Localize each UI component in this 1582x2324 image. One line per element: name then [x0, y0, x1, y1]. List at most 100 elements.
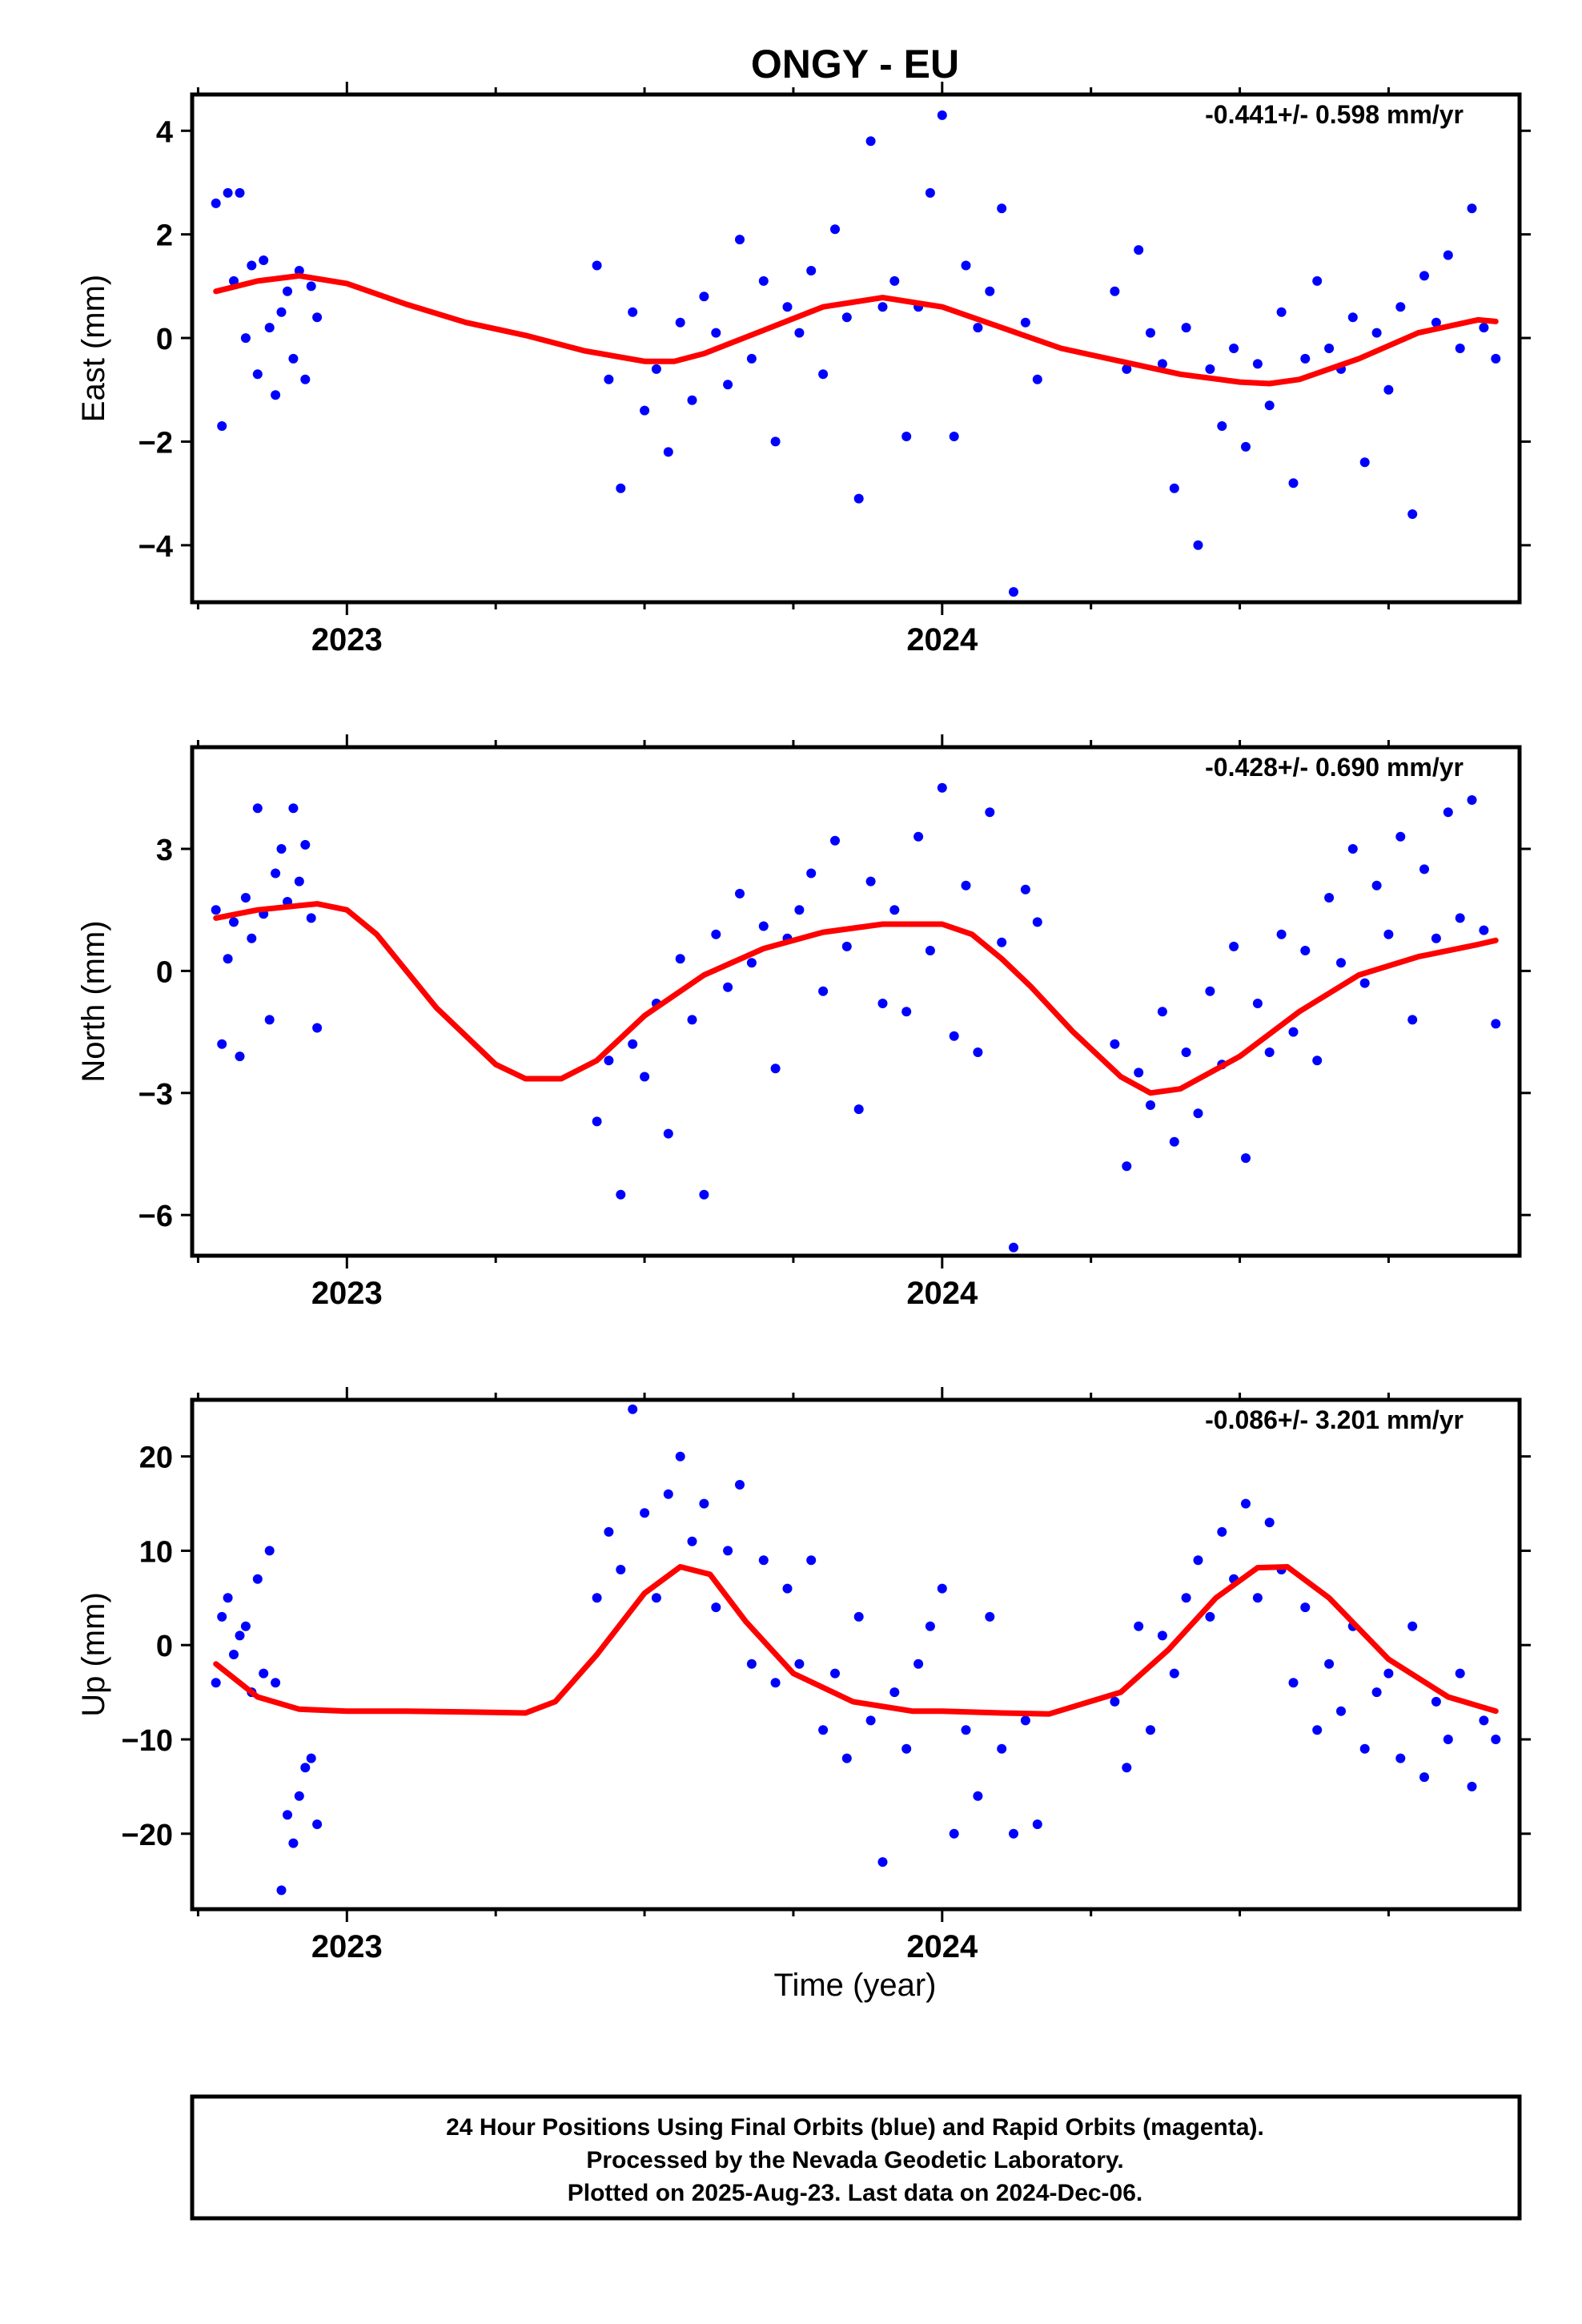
north-data-point [229, 917, 239, 927]
north-data-point [1419, 864, 1429, 875]
caption-line-3: Plotted on 2025-Aug-23. Last data on 202… [568, 2180, 1143, 2206]
east-y-tick-label: 2 [156, 219, 173, 253]
north-data-point [1312, 1055, 1323, 1066]
up-data-point [1193, 1555, 1203, 1566]
north-data-point [853, 1104, 864, 1115]
up-data-point [663, 1489, 673, 1499]
east-model-curve [213, 272, 1499, 387]
east-data-point [288, 353, 299, 364]
east-data-point [616, 483, 626, 493]
up-data-point [283, 1810, 292, 1820]
up-data-point [937, 1583, 947, 1594]
north-data-point [1169, 1136, 1179, 1147]
east-data-point [264, 323, 275, 333]
east-data-point [294, 266, 304, 275]
x-axis-label: Time (year) [774, 1968, 937, 2003]
north-data-point [300, 839, 311, 850]
up-data-point [300, 1763, 311, 1773]
up-rate-label: -0.086+/- 3.201 mm/yr [1205, 1405, 1464, 1434]
north-data-point [913, 831, 924, 842]
east-data-point [217, 421, 227, 431]
east-data-point [1205, 364, 1215, 374]
up-data-point [746, 1659, 757, 1669]
east-data-point [604, 374, 614, 384]
east-data-point [259, 255, 269, 265]
east-data-point [1181, 323, 1191, 333]
north-data-point [663, 1128, 673, 1139]
up-data-point [877, 1857, 888, 1868]
up-x-tick-label: 2023 [311, 1929, 383, 1964]
up-y-tick-label: −10 [122, 1724, 173, 1758]
east-data-point [806, 266, 817, 275]
east-data-point [1395, 302, 1406, 312]
north-data-point [628, 1039, 638, 1049]
east-data-point [240, 333, 251, 344]
caption-frame [190, 2094, 1522, 2221]
east-data-point [841, 312, 852, 323]
north-data-point [1395, 831, 1406, 842]
east-data-point [211, 198, 221, 208]
north-data-point [925, 946, 935, 955]
up-y-tick-label: 10 [139, 1535, 173, 1569]
up-data-point [1359, 1743, 1370, 1754]
north-data-point [616, 1189, 626, 1200]
up-data-point [1324, 1659, 1335, 1669]
up-data-point [1252, 1593, 1263, 1603]
east-data-point [300, 374, 311, 384]
east-data-point [1134, 245, 1144, 255]
up-data-point [288, 1838, 299, 1848]
north-y-tick-label: 3 [156, 834, 173, 867]
north-data-point [758, 921, 769, 931]
east-data-point [1009, 587, 1018, 597]
up-data-point [818, 1725, 829, 1735]
east-data-point [1467, 203, 1477, 214]
east-data-point [818, 369, 829, 380]
east-data-point [830, 224, 840, 235]
up-data-point [294, 1791, 304, 1801]
up-y-tick-label: −20 [122, 1819, 173, 1852]
east-data-point [1229, 344, 1239, 353]
north-data-point [1009, 1242, 1018, 1252]
up-data-point [925, 1621, 935, 1631]
north-data-point [1276, 929, 1287, 939]
east-data-point [235, 187, 245, 198]
east-y-tick-label: −4 [139, 530, 173, 564]
east-data-point [1276, 307, 1287, 317]
east-data-point [640, 405, 650, 416]
east-data-point [889, 275, 900, 286]
east-data-point [223, 187, 233, 198]
up-data-point [604, 1526, 614, 1537]
up-data-point [1032, 1819, 1042, 1829]
east-data-point [723, 380, 733, 390]
north-data-point [1241, 1153, 1251, 1164]
up-data-point [312, 1819, 323, 1829]
east-data-point [937, 110, 947, 120]
east-data-point [1264, 400, 1275, 411]
north-data-point [746, 958, 757, 968]
up-data-point [1419, 1772, 1429, 1783]
up-data-point [1217, 1526, 1227, 1537]
north-plot-frame [190, 745, 1522, 1258]
up-data-point [687, 1536, 697, 1546]
east-data-point [1455, 344, 1465, 353]
east-data-point [651, 364, 661, 374]
up-model-curve [213, 1564, 1499, 1717]
up-x-tick-label: 2024 [906, 1929, 978, 1964]
north-data-point [877, 999, 888, 1008]
north-data-point [1181, 1047, 1191, 1057]
north-data-point [247, 933, 257, 943]
east-data-point [770, 436, 781, 447]
north-x-tick-label: 2024 [906, 1276, 978, 1311]
east-data-point [687, 395, 697, 405]
east-data-point [1217, 421, 1227, 431]
east-data-point [949, 432, 959, 441]
north-data-point [1443, 807, 1453, 818]
north-y-tick-label: 0 [156, 955, 173, 989]
up-data-point [889, 1687, 900, 1698]
up-data-point [651, 1593, 661, 1603]
north-data-point [1252, 999, 1263, 1008]
up-data-point [853, 1611, 864, 1622]
east-data-point [746, 353, 757, 364]
north-y-axis-label: North (mm) [76, 920, 111, 1082]
